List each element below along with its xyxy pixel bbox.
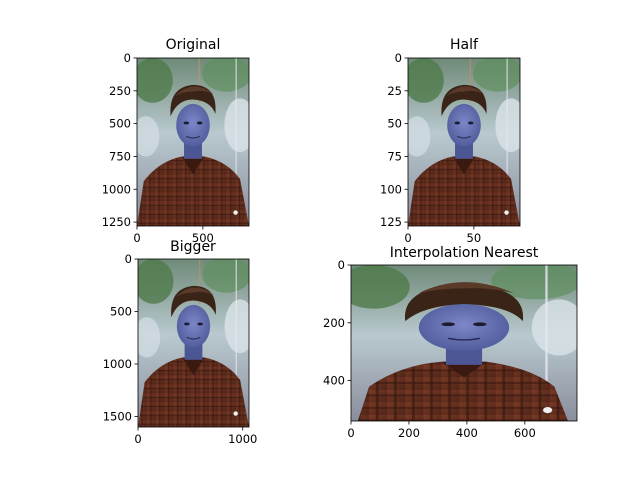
ytick-label: 1250 — [102, 215, 131, 229]
ytick-label: 1000 — [102, 182, 131, 196]
ytick-label: 400 — [323, 374, 345, 388]
ytick-label: 750 — [109, 149, 131, 163]
panel-interp: Interpolation Nearest 0 200 400 600 0 200 400 — [323, 245, 578, 440]
ytick-label: 125 — [380, 215, 402, 229]
xtick-label: 500 — [192, 231, 214, 245]
ytick-label: 200 — [323, 316, 345, 330]
ytick-label: 25 — [387, 84, 402, 98]
xtick-label: 600 — [514, 426, 536, 440]
ytick-label: 500 — [110, 305, 132, 319]
panel-title-interp: Interpolation Nearest — [390, 245, 539, 261]
ticks-original: 0 500 0 250 500 750 1000 1250 — [102, 51, 214, 245]
panel-title-original: Original — [166, 37, 221, 53]
ytick-label: 500 — [109, 117, 131, 131]
image-interp — [351, 265, 577, 421]
ytick-label: 0 — [124, 51, 131, 65]
image-half — [408, 58, 520, 226]
xtick-label: 0 — [347, 426, 354, 440]
ytick-label: 0 — [395, 51, 402, 65]
panel-title-half: Half — [450, 37, 479, 53]
axes-frame-interp — [350, 264, 578, 422]
ytick-label: 0 — [338, 258, 345, 272]
ytick-label: 250 — [109, 84, 131, 98]
xtick-label: 200 — [398, 426, 420, 440]
ytick-label: 75 — [387, 149, 402, 163]
xtick-label: 0 — [133, 231, 140, 245]
ytick-label: 100 — [380, 182, 402, 196]
image-bigger — [138, 259, 249, 427]
xtick-label: 0 — [134, 432, 141, 446]
xtick-label: 0 — [404, 231, 411, 245]
xtick-label: 1000 — [228, 432, 257, 446]
ytick-label: 50 — [387, 117, 402, 131]
xtick-label: 400 — [456, 426, 478, 440]
axes-frame-bigger — [137, 258, 250, 428]
ticks-bigger: 0 1000 0 500 1000 1500 — [103, 252, 258, 446]
axes-frame-half — [407, 57, 521, 227]
panel-bigger: 0 1000 0 500 1000 1500 Bigger — [103, 239, 258, 446]
panel-half: Half 0 50 0 25 50 75 100 125 — [380, 37, 521, 245]
ytick-label: 1000 — [103, 357, 132, 371]
xtick-label: 50 — [467, 231, 482, 245]
panel-original: Original 0 500 0 250 500 750 1000 1250 — [102, 37, 250, 245]
image-original — [137, 58, 249, 226]
ticks-half: 0 50 0 25 50 75 100 125 — [380, 51, 481, 245]
ytick-label: 0 — [125, 252, 132, 266]
ticks-interp: 0 200 400 600 0 200 400 — [323, 258, 536, 440]
panel-title-bigger: Bigger — [170, 239, 216, 255]
axes-frame-original — [136, 57, 250, 227]
ytick-label: 1500 — [103, 410, 132, 424]
